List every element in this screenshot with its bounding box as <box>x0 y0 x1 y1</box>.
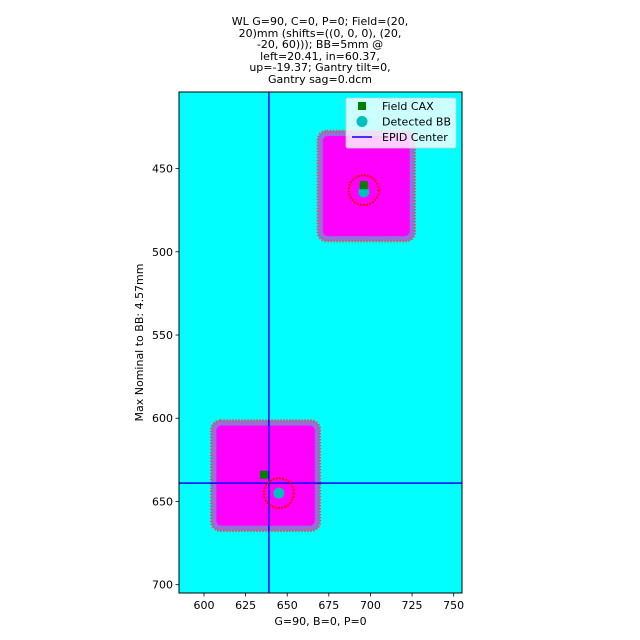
field-cax-point <box>259 470 268 479</box>
y-tick-label: 650 <box>152 495 173 508</box>
y-tick-label: 500 <box>152 246 173 259</box>
bb-ring <box>347 174 380 207</box>
x-tick-label: 750 <box>443 599 464 612</box>
y-tick-label: 450 <box>152 163 173 176</box>
legend-label: EPID Center <box>382 131 448 144</box>
x-axis-ticks: 600 625 650 675 700 725 750 <box>193 593 464 612</box>
chart-title-line: -20, 60))); BB=5mm @ <box>256 38 384 52</box>
chart-title-line: up=-19.37; Gantry tilt=0, <box>249 61 391 75</box>
field-cax-point <box>359 181 368 190</box>
detected-bb-point <box>273 487 285 499</box>
legend: Field CAX Detected BB EPID Center <box>345 97 457 149</box>
chart-title-line: left=20.41, in=60.37, <box>260 49 380 63</box>
y-tick-label: 550 <box>152 329 173 342</box>
y-tick-label: 700 <box>152 579 173 592</box>
legend-label: Field CAX <box>382 100 434 113</box>
legend-label: Detected BB <box>382 116 451 129</box>
chart-title: WL G=90, C=0, P=0; Field=(20, 20)mm (shif… <box>170 16 470 86</box>
legend-swatch-field-cax <box>358 102 366 110</box>
plot-frame <box>178 91 463 594</box>
marks-layer <box>179 92 462 593</box>
lower-field-contour <box>210 419 322 533</box>
bb-ring <box>262 477 295 510</box>
x-tick-label: 675 <box>318 599 339 612</box>
chart-title-line: Gantry sag=0.dcm <box>268 72 372 86</box>
y-axis-label: Max Nominal to BB: 4.57mm <box>133 264 146 422</box>
x-tick-label: 725 <box>402 599 423 612</box>
x-axis-label: G=90, B=0, P=0 <box>274 615 366 628</box>
chart-title-line: 20)mm (shifts=((0, 0, 0), (20, <box>238 26 402 40</box>
y-tick-label: 600 <box>152 412 173 425</box>
chart-title-line: WL G=90, C=0, P=0; Field=(20, <box>231 15 409 28</box>
x-tick-label: 700 <box>360 599 381 612</box>
y-axis-ticks: 450 500 550 600 650 700 <box>152 163 179 592</box>
x-tick-label: 600 <box>193 599 214 612</box>
legend-frame <box>345 97 457 149</box>
x-tick-label: 625 <box>235 599 256 612</box>
x-tick-label: 650 <box>277 599 298 612</box>
legend-swatch-detected-bb <box>356 116 368 127</box>
